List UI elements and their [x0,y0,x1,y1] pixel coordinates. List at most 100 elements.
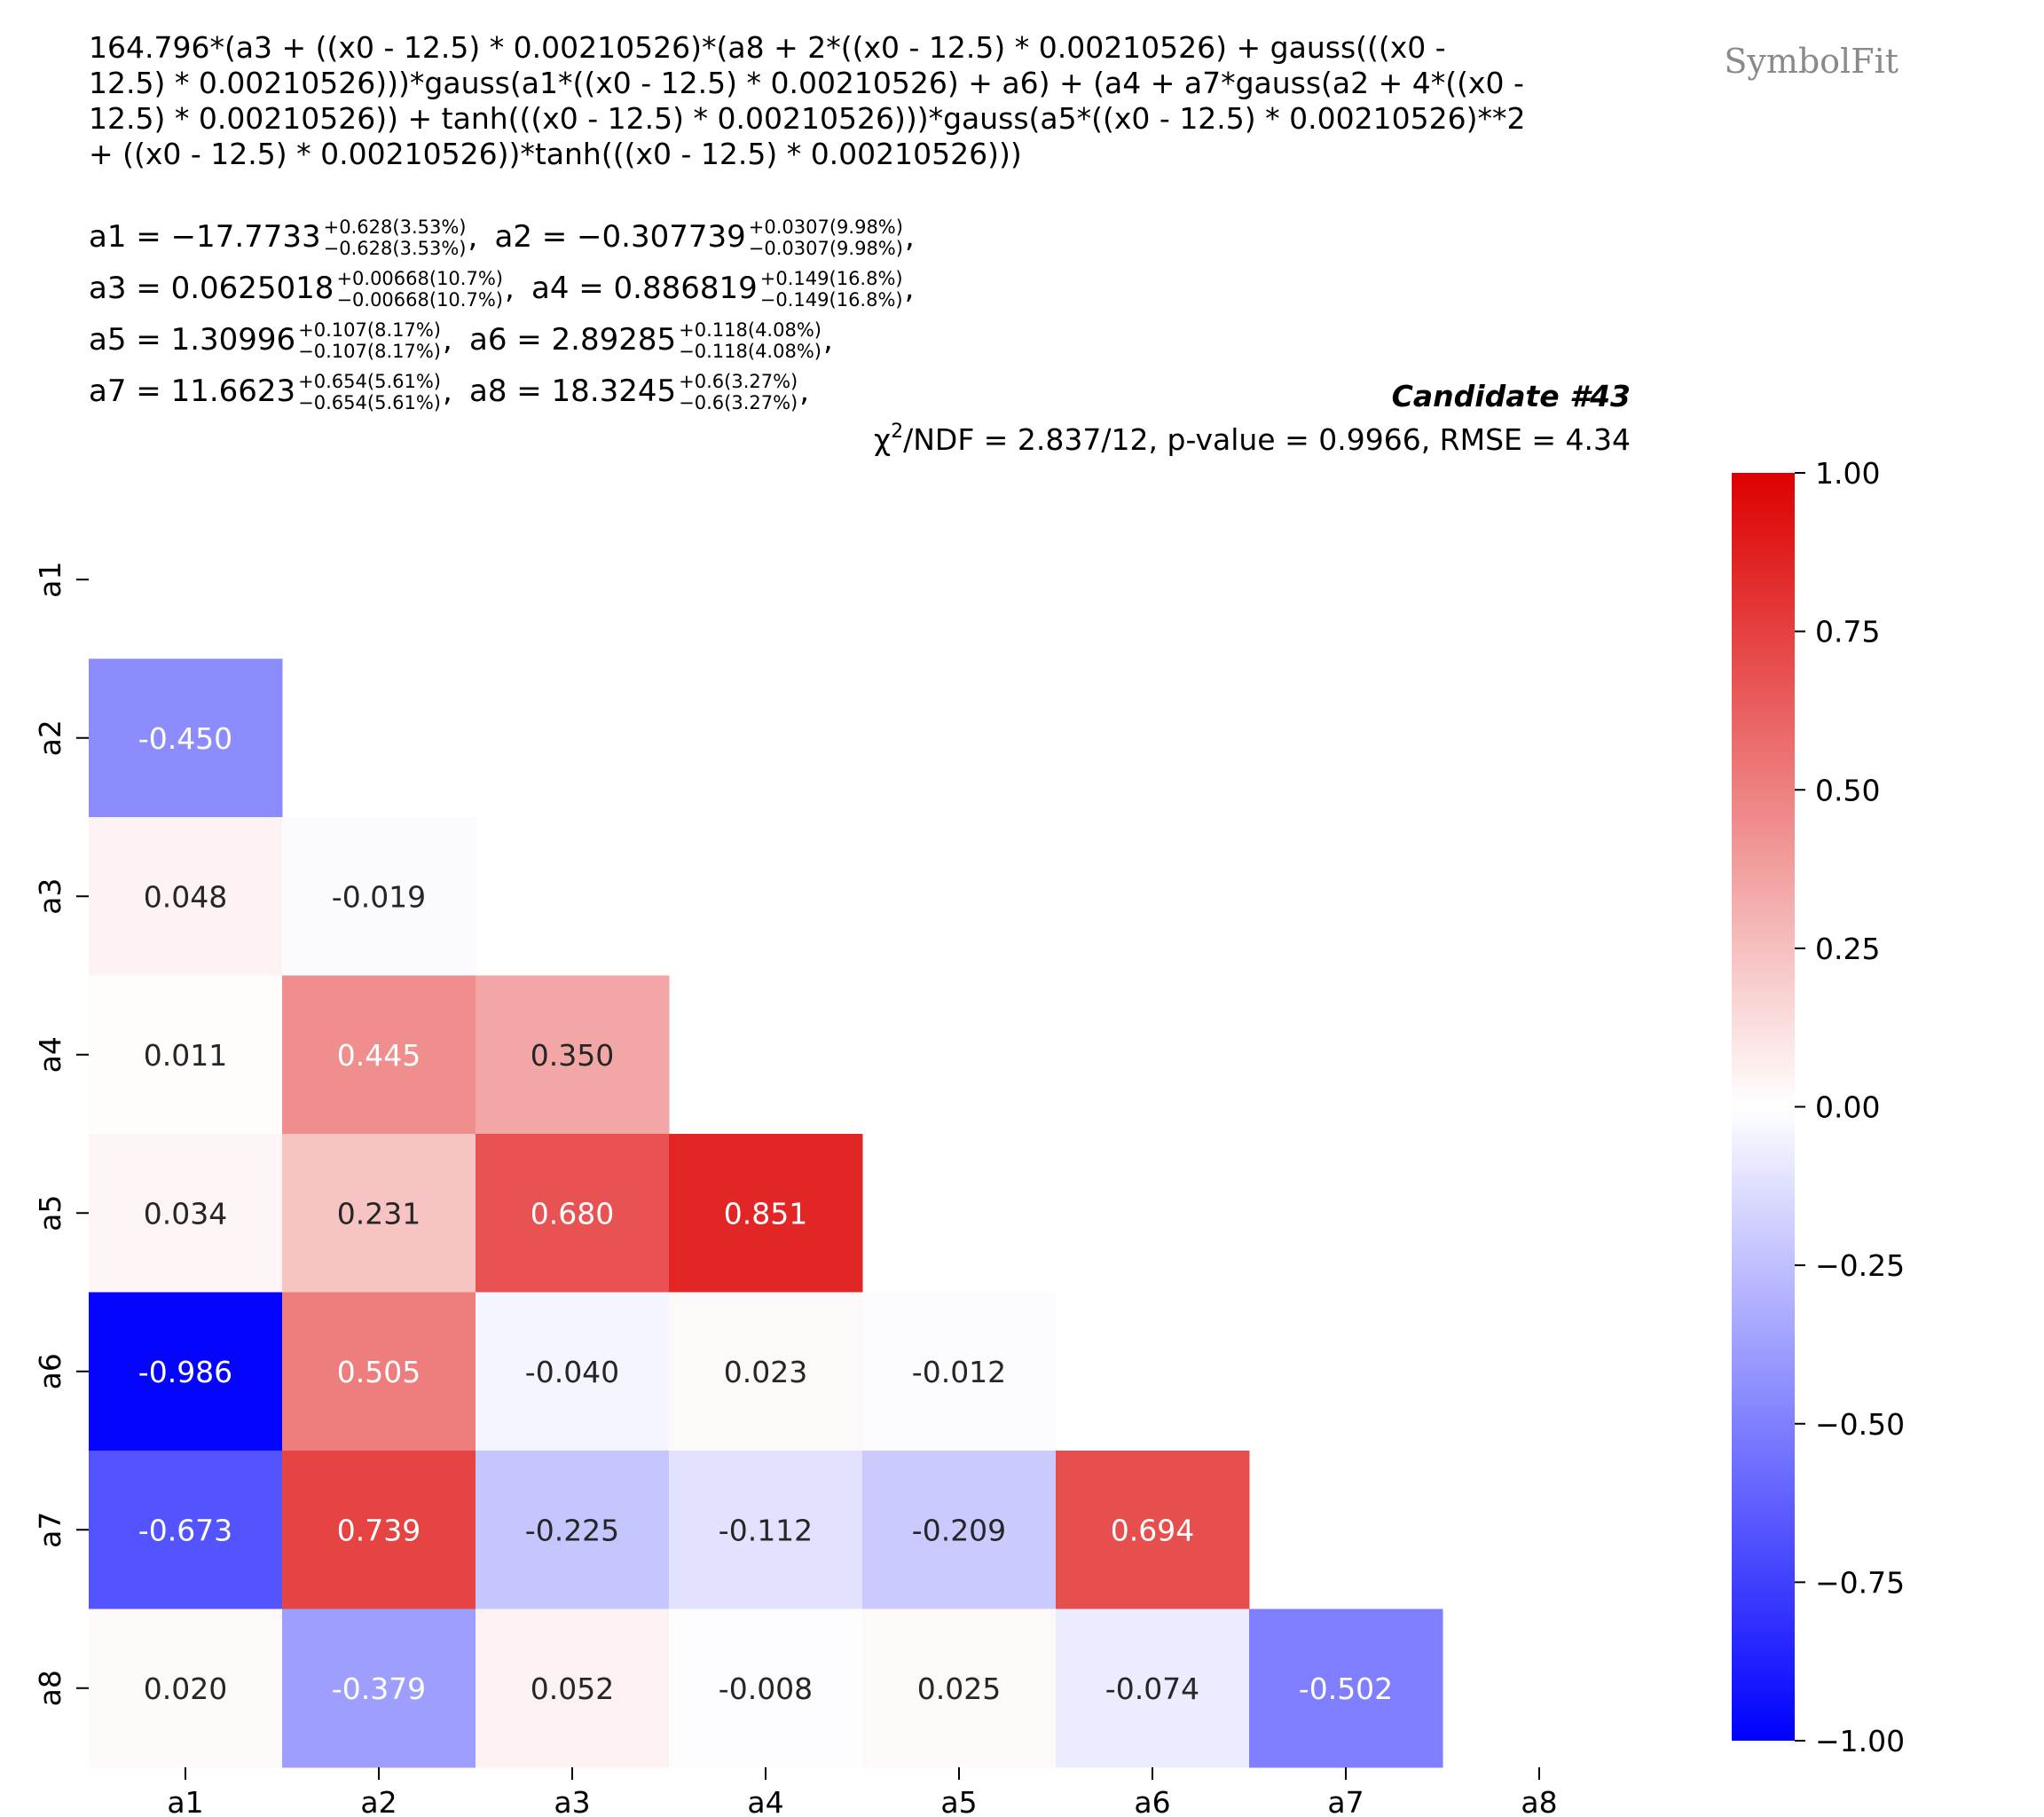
y-tick-label-a7: a7 [33,1512,67,1548]
param-value: a2 = −0.307739 [494,219,745,255]
heatmap-annotations: -0.450 0.048 -0.019 0.011 0.445 0.350 0.034 0.2… [138,721,1393,1706]
heatmap-cell-a3-a2 [282,817,476,976]
x-axis: a1 a2 a3 a4 a5 a6 a7 a8 [167,1767,1558,1817]
heatmap-cells [89,658,1443,1768]
heatmap-cell-a8-a1 [89,1609,283,1768]
cell-label-a2-a1: -0.450 [138,721,232,756]
cell-label-a7-a1: -0.673 [138,1513,232,1547]
colorbar-ticks: 1.00 0.75 0.50 0.25 0.00 −0.25 −0.50 −0.75 −1.00 [1795,456,1905,1758]
cell-label-a4-a3: 0.350 [531,1038,614,1073]
param-value: a4 = 0.886819 [531,271,758,306]
separator-comma: , [823,322,833,358]
heatmap-cell-a5-a1 [89,1134,283,1293]
cell-label-a3-a2: -0.019 [332,879,426,914]
expression-line: 12.5) * 0.00210526)) + tanh(((x0 - 12.5)… [89,101,1525,136]
separator-comma: , [505,271,515,306]
cell-label-a6-a4: 0.023 [724,1355,807,1389]
param-uncertainty-down: −0.00668(10.7%) [336,289,503,311]
x-tick-label-a6: a6 [1134,1785,1170,1817]
cell-label-a8-a4: -0.008 [719,1671,813,1706]
param-a6: a6 = 2.89285 +0.118(4.08%)−0.118(4.08%), [469,319,833,362]
param-a3: a3 = 0.0625018 +0.00668(10.7%)−0.00668(10… [89,268,515,311]
separator-comma: , [443,374,452,409]
param-uncertainty-down: −0.6(3.27%) [679,392,798,413]
param-value: a6 = 2.89285 [469,322,676,358]
param-uncertainty-up: +0.0307(9.98%) [749,216,903,238]
cell-label-a8-a2: -0.379 [332,1671,426,1706]
separator-comma: , [443,322,452,358]
y-tick-label-a3: a3 [33,878,67,915]
y-axis: a1 a2 a3 a4 a5 a6 a7 a8 [33,562,89,1706]
heatmap-cell-a6-a3 [476,1292,670,1451]
cell-label-a6-a3: -0.040 [525,1355,619,1389]
heatmap-cell-a8-a2 [282,1609,476,1768]
x-tick-label-a2: a2 [360,1785,397,1817]
param-value: a8 = 18.3245 [469,374,676,409]
separator-comma: , [799,374,809,409]
fit-statistics: χ2/NDF = 2.837/12, p-value = 0.9966, RMS… [874,421,1631,457]
symbolfit-logo: SymbolFit [1724,42,1899,81]
cell-label-a8-a7: -0.502 [1299,1671,1393,1706]
x-tick-label-a3: a3 [554,1785,590,1817]
param-uncertainty-up: +0.654(5.61%) [298,371,441,392]
heatmap-cell-a7-a6 [1056,1451,1250,1609]
cell-label-a6-a1: -0.986 [138,1355,232,1389]
separator-comma: , [468,219,477,255]
heatmap-cell-a8-a6 [1056,1609,1250,1768]
param-value: a3 = 0.0625018 [89,271,334,306]
colorbar-tick-label: −0.25 [1815,1248,1905,1283]
heatmap-cell-a7-a5 [862,1451,1057,1609]
colorbar-tick-label: −1.00 [1815,1724,1905,1758]
heatmap-cell-a2-a1 [89,658,283,818]
param-a2: a2 = −0.307739 +0.0307(9.98%)−0.0307(9.98… [494,216,914,259]
heatmap-cell-a8-a3 [476,1609,670,1768]
cell-label-a8-a6: -0.074 [1105,1671,1199,1706]
cell-label-a8-a1: 0.020 [144,1671,227,1706]
x-tick-label-a7: a7 [1327,1785,1364,1817]
param-a5: a5 = 1.30996 +0.107(8.17%)−0.107(8.17%), [89,319,452,362]
y-tick-label-a5: a5 [33,1195,67,1231]
heatmap-cell-a5-a4 [669,1134,863,1293]
heatmap-cell-a4-a2 [282,975,476,1135]
cell-label-a7-a3: -0.225 [525,1513,619,1547]
param-value: a5 = 1.30996 [89,322,295,358]
y-tick-label-a1: a1 [33,562,67,598]
param-uncertainty-down: −0.654(5.61%) [298,392,441,413]
param-uncertainty-up: +0.6(3.27%) [679,371,798,392]
heatmap-cell-a4-a1 [89,975,283,1135]
heatmap-cell-a5-a3 [476,1134,670,1293]
heatmap-cell-a6-a5 [862,1292,1057,1451]
cell-label-a7-a4: -0.112 [719,1513,813,1547]
colorbar-tick-label: 0.00 [1815,1090,1880,1125]
param-uncertainty-up: +0.00668(10.7%) [336,268,503,289]
heatmap-cell-a6-a1 [89,1292,283,1451]
parameter-values: a1 = −17.7733 +0.628(3.53%)−0.628(3.53%),… [89,216,915,413]
colorbar-tick-label: 0.25 [1815,932,1880,966]
y-tick-label-a4: a4 [33,1036,67,1073]
candidate-title: Candidate #43 [1392,379,1631,413]
y-tick-label-a2: a2 [33,720,67,756]
expression-line: + ((x0 - 12.5) * 0.00210526))*tanh(((x0 … [89,137,1022,171]
colorbar-tick-label: 1.00 [1815,456,1880,491]
fit-expression: 164.796*(a3 + ((x0 - 12.5) * 0.00210526)… [89,30,1525,171]
heatmap-cell-a7-a4 [669,1451,863,1609]
cell-label-a5-a1: 0.034 [144,1196,227,1231]
colorbar-tick-label: 0.50 [1815,773,1880,807]
heatmap-cell-a8-a7 [1249,1609,1443,1768]
param-value: a1 = −17.7733 [89,219,321,255]
heatmap-cell-a8-a4 [669,1609,863,1768]
stats-text: /NDF = 2.837/12, p-value = 0.9966, RMSE … [903,422,1631,457]
heatmap-cell-a6-a2 [282,1292,476,1451]
y-tick-label-a8: a8 [33,1670,67,1706]
param-uncertainty-up: +0.628(3.53%) [324,216,467,238]
param-uncertainty-up: +0.149(16.8%) [760,268,903,289]
heatmap-cell-a4-a3 [476,975,670,1135]
param-uncertainty-down: −0.149(16.8%) [760,289,903,311]
cell-label-a4-a2: 0.445 [337,1038,421,1073]
y-tick-label-a6: a6 [33,1353,67,1389]
cell-label-a6-a5: -0.012 [912,1355,1006,1389]
separator-comma: , [905,271,915,306]
x-tick-label-a8: a8 [1521,1785,1557,1817]
heatmap-cell-a7-a2 [282,1451,476,1609]
